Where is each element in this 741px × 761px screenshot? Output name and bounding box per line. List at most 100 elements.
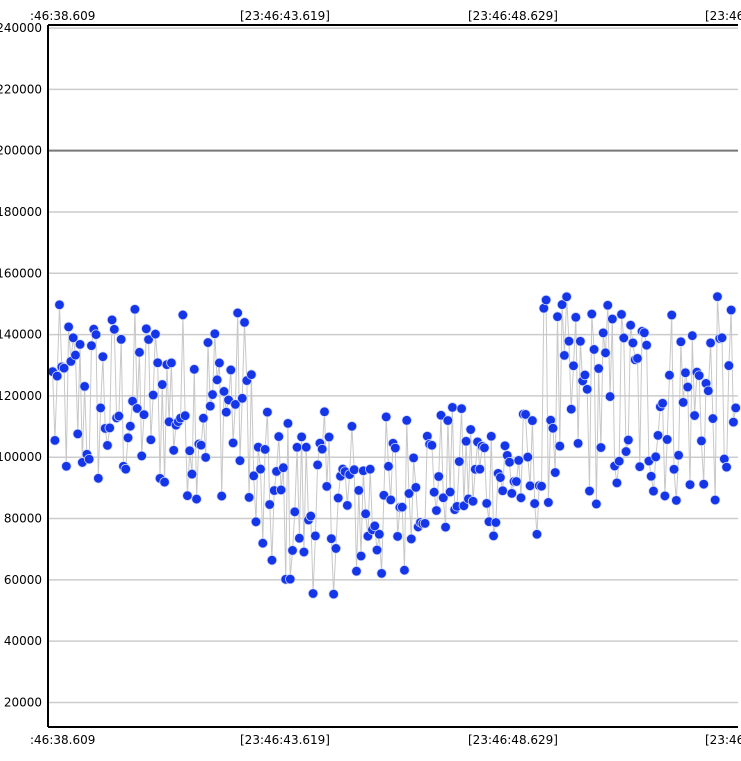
data-point (563, 335, 575, 347)
data-point (614, 455, 625, 467)
data-point (52, 370, 63, 382)
data-point (289, 506, 300, 518)
data-point (568, 360, 579, 371)
data-point (566, 403, 577, 415)
data-point (83, 453, 95, 465)
data-point (570, 312, 581, 323)
data-point (497, 485, 508, 496)
data-point (598, 327, 609, 339)
data-point (664, 369, 675, 381)
data-point (465, 424, 476, 435)
data-point (207, 389, 218, 400)
data-point (385, 494, 396, 506)
series-points (47, 291, 741, 600)
y-tick-label: 20000 (4, 695, 42, 709)
data-point (431, 505, 442, 516)
data-point (611, 477, 623, 489)
data-point (333, 492, 344, 504)
data-point (134, 347, 145, 358)
data-point (396, 501, 408, 513)
data-point (63, 321, 74, 333)
x-tick-label-bottom: [23:46:43.619] (240, 733, 330, 747)
data-point (728, 416, 739, 428)
data-point (547, 423, 559, 434)
data-point (79, 381, 90, 392)
data-point (298, 546, 310, 558)
data-point (540, 294, 552, 306)
data-point (259, 444, 271, 455)
data-point (673, 450, 684, 461)
data-point (131, 403, 143, 414)
data-point (659, 490, 671, 502)
data-point (582, 384, 593, 395)
data-point (380, 411, 392, 423)
y-tick-label: 240000 (0, 21, 42, 35)
data-point (191, 493, 202, 505)
data-point (321, 481, 332, 492)
data-point (488, 530, 499, 542)
data-point (447, 402, 458, 413)
y-tick-label: 60000 (4, 573, 42, 587)
data-point (403, 488, 415, 499)
data-point (527, 415, 538, 426)
data-point (716, 332, 728, 343)
data-point (141, 323, 152, 334)
data-point (364, 463, 376, 475)
data-point (438, 492, 449, 503)
data-point (506, 488, 518, 499)
data-point (278, 462, 289, 473)
data-point (675, 336, 687, 347)
data-point (61, 461, 72, 472)
data-point (264, 499, 275, 510)
data-point (189, 364, 200, 375)
y-tick-label: 180000 (0, 205, 42, 219)
data-point (125, 420, 136, 432)
data-point (198, 412, 209, 424)
data-point (593, 363, 604, 374)
y-tick-label: 120000 (0, 389, 42, 403)
data-point (650, 451, 661, 463)
data-point (490, 517, 502, 528)
data-point (712, 291, 723, 302)
data-point (579, 369, 591, 381)
data-point (401, 415, 412, 426)
data-point (136, 450, 147, 462)
data-point (102, 440, 113, 451)
data-point (266, 554, 278, 566)
data-point (90, 329, 102, 340)
data-point (486, 431, 497, 442)
data-point (661, 434, 673, 445)
x-tick-label-bottom: [23:46:48.629] (468, 733, 558, 747)
data-point (556, 299, 568, 310)
data-point (399, 564, 410, 576)
data-point (221, 406, 232, 418)
data-point (454, 456, 465, 467)
data-point (143, 334, 154, 345)
data-point (159, 476, 170, 488)
data-point (730, 402, 741, 414)
data-point (652, 430, 664, 441)
x-tick-label-top: :46:38.609 (30, 9, 95, 23)
data-point (255, 463, 266, 475)
data-point (95, 402, 106, 414)
data-point (323, 431, 335, 443)
axes: 20000 40000 60000 80000 100000 120000 140000 16… (0, 9, 741, 747)
data-point (588, 344, 600, 355)
data-point (620, 446, 632, 457)
data-point (54, 299, 65, 310)
data-point (282, 418, 294, 429)
data-point (360, 508, 371, 520)
data-point (680, 367, 691, 378)
data-point (166, 357, 177, 369)
y-tick-label: 200000 (0, 144, 42, 158)
data-point (211, 374, 223, 386)
y-tick-label: 100000 (0, 450, 42, 464)
data-point (721, 461, 732, 473)
data-point (390, 442, 401, 454)
data-point (246, 369, 257, 380)
data-point (627, 337, 639, 349)
data-point (122, 432, 134, 443)
data-point (275, 484, 287, 496)
data-point (456, 403, 467, 414)
